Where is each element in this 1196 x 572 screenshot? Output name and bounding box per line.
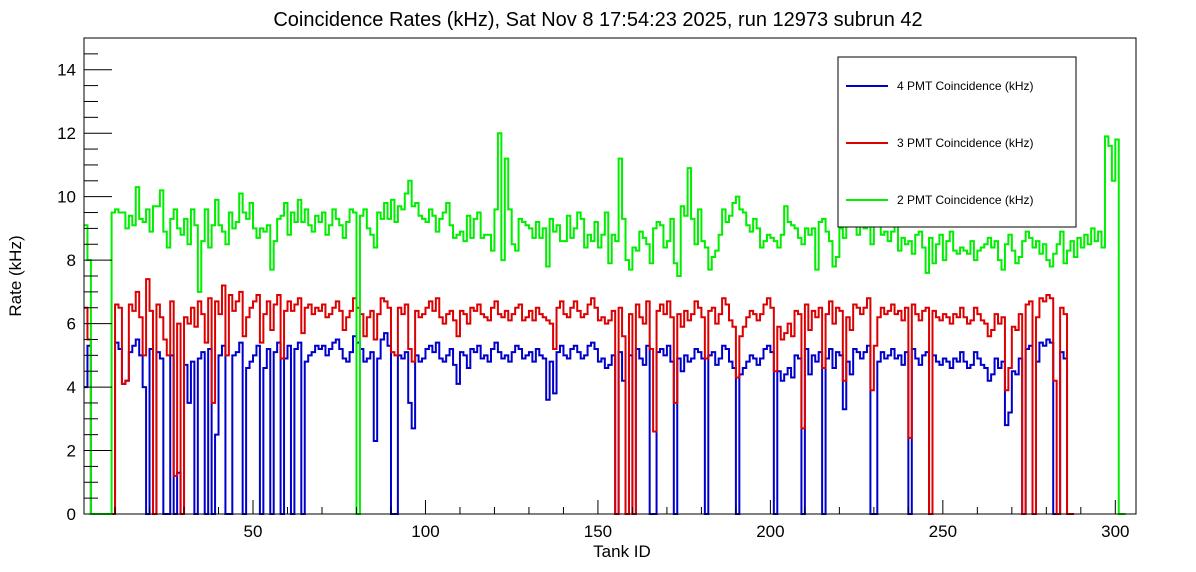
y-axis-title: Rate (kHz) bbox=[6, 235, 25, 316]
x-tick-label: 300 bbox=[1101, 522, 1129, 541]
series-layer bbox=[84, 132, 1126, 515]
y-tick-label: 2 bbox=[67, 442, 76, 461]
y-tick-label: 6 bbox=[67, 315, 76, 334]
y-tick-label: 8 bbox=[67, 251, 76, 270]
x-tick-label: 200 bbox=[756, 522, 784, 541]
y-tick-label: 10 bbox=[57, 188, 76, 207]
chart-title: Coincidence Rates (kHz), Sat Nov 8 17:54… bbox=[273, 9, 922, 31]
legend-label-2: 3 PMT Coincidence (kHz) bbox=[897, 136, 1034, 150]
legend: 4 PMT Coincidence (kHz) 3 PMT Coincidence… bbox=[837, 56, 1077, 228]
x-tick-label: 150 bbox=[584, 522, 612, 541]
series-line-1 bbox=[84, 332, 1074, 515]
y-axis: 0 2 4 6 8 10 12 14 bbox=[57, 37, 112, 524]
legend-label-3: 2 PMT Coincidence (kHz) bbox=[897, 193, 1034, 207]
x-tick-label: 50 bbox=[244, 522, 263, 541]
series-line-2 bbox=[84, 278, 1074, 515]
series-line-3 bbox=[84, 132, 1126, 515]
y-tick-label: 14 bbox=[57, 61, 76, 80]
x-tick-label: 100 bbox=[411, 522, 439, 541]
x-axis: 50 100 150 200 250 300 bbox=[114, 500, 1129, 541]
x-axis-title: Tank ID bbox=[593, 542, 651, 561]
x-tick-label: 250 bbox=[929, 522, 957, 541]
y-tick-label: 0 bbox=[67, 505, 76, 524]
y-tick-label: 4 bbox=[67, 378, 76, 397]
y-tick-label: 12 bbox=[57, 124, 76, 143]
legend-label-1: 4 PMT Coincidence (kHz) bbox=[897, 79, 1034, 93]
